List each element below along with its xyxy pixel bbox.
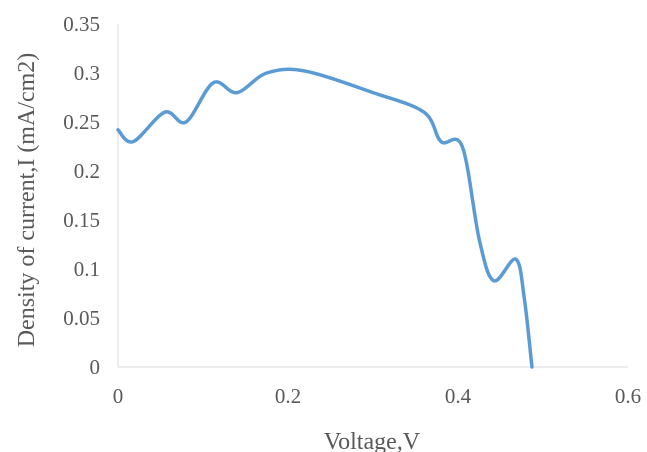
x-axis-title: Voltage,V: [324, 429, 421, 452]
y-tick-label: 0.1: [74, 257, 100, 281]
y-tick-label: 0.35: [63, 12, 100, 36]
y-tick-label: 0: [90, 355, 101, 379]
y-tick-label: 0.3: [74, 61, 100, 85]
y-tick-labels: 0 0.05 0.1 0.15 0.2 0.25 0.3 0.35: [63, 12, 100, 379]
x-tick-labels: 0 0.2 0.4 0.6: [113, 384, 641, 408]
x-tick-label: 0.2: [275, 384, 301, 408]
data-series-line: [116, 67, 534, 369]
x-tick-label: 0.6: [615, 384, 641, 408]
x-tick-label: 0: [113, 384, 124, 408]
y-tick-label: 0.05: [63, 306, 100, 330]
y-tick-label: 0.15: [63, 208, 100, 232]
x-tick-label: 0.4: [445, 384, 472, 408]
y-axis-title: Density of current,I (mA/cm2): [14, 53, 40, 348]
y-tick-label: 0.2: [74, 159, 100, 183]
y-tick-label: 0.25: [63, 110, 100, 134]
